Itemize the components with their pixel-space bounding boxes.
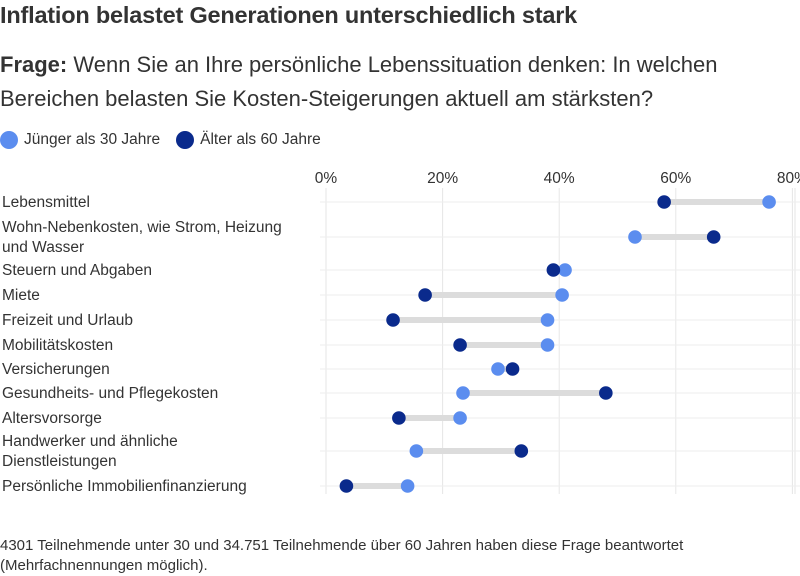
category-label: Persönliche Immobilienfinanzierung xyxy=(2,478,247,495)
legend-item-young: Jünger als 30 Jahre xyxy=(0,131,160,149)
point-young xyxy=(456,386,470,400)
category-label: Altersvorsorge xyxy=(2,410,102,427)
point-young xyxy=(409,444,424,458)
x-tick-label: 20% xyxy=(427,170,458,187)
point-old xyxy=(514,444,529,458)
category-label: Steuern und Abgaben xyxy=(2,262,152,279)
category-label: Versicherungen xyxy=(2,361,110,378)
chart-legend: Jünger als 30 Jahre Älter als 60 Jahre xyxy=(0,130,337,150)
point-young xyxy=(400,479,415,493)
point-old xyxy=(599,386,613,400)
point-young xyxy=(540,338,555,352)
point-young xyxy=(453,411,467,425)
category-label: Handwerker und ähnliche xyxy=(2,433,178,450)
chart-subtitle: Frage: Wenn Sie an Ihre persönliche Lebe… xyxy=(0,48,795,116)
chart-title: Inflation belastet Generationen untersch… xyxy=(0,2,578,28)
legend-item-old: Älter als 60 Jahre xyxy=(176,131,321,149)
x-tick-label: 40% xyxy=(544,170,575,187)
point-old xyxy=(657,195,671,209)
legend-label-young: Jünger als 30 Jahre xyxy=(24,131,161,148)
category-label: Lebensmittel xyxy=(2,194,90,211)
category-label: Miete xyxy=(2,287,40,304)
footnote: 4301 Teilnehmende unter 30 und 34.751 Te… xyxy=(0,537,684,574)
legend-marker-young xyxy=(0,131,18,149)
point-old xyxy=(339,479,354,493)
point-young xyxy=(558,263,572,277)
point-young xyxy=(555,288,569,302)
category-label: Freizeit und Urlaub xyxy=(2,312,133,329)
x-tick-label: 60% xyxy=(660,170,691,187)
point-young xyxy=(762,195,776,209)
question-label: Frage: xyxy=(0,52,68,77)
point-old xyxy=(386,313,400,327)
point-young xyxy=(540,313,555,327)
legend-label-old: Älter als 60 Jahre xyxy=(200,131,321,148)
legend-marker-old xyxy=(176,131,195,149)
x-tick-label: 80% xyxy=(777,170,800,187)
point-young xyxy=(628,230,642,244)
category-label: Mobilitätskosten xyxy=(2,337,113,354)
category-label: Dienstleistungen xyxy=(2,453,117,470)
point-old xyxy=(418,288,432,302)
point-old xyxy=(392,411,406,425)
category-label: Gesundheits- und Pflegekosten xyxy=(2,385,218,402)
x-tick-label: 0% xyxy=(315,170,338,187)
category-label: und Wasser xyxy=(2,239,84,256)
category-label: Wohn-Nebenkosten, wie Strom, Heizung xyxy=(2,219,282,236)
point-young xyxy=(491,362,505,376)
point-old xyxy=(546,263,561,277)
point-old xyxy=(505,362,520,376)
question-text: Wenn Sie an Ihre persönliche Lebenssitua… xyxy=(0,52,718,111)
point-old xyxy=(453,338,467,352)
point-old xyxy=(706,230,721,244)
